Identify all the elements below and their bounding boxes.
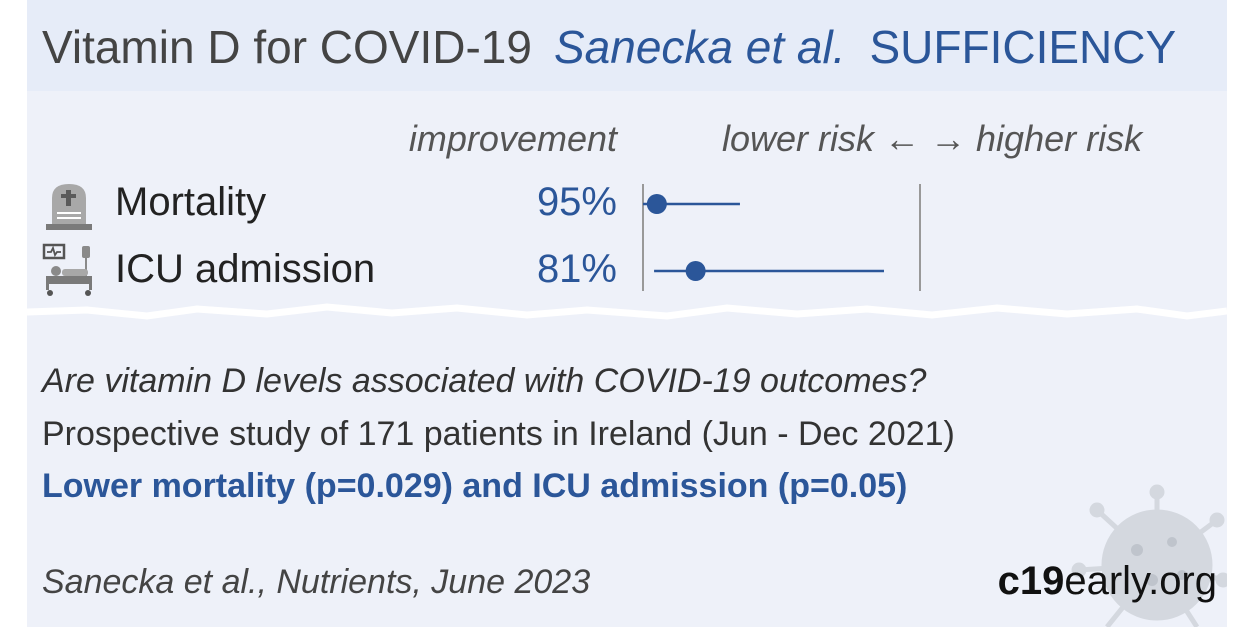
row-label-icu: ICU admission — [115, 247, 376, 291]
site-logo[interactable]: c19early.org — [998, 559, 1217, 604]
row-label-mortality: Mortality — [115, 180, 267, 224]
results-panel — [27, 91, 1227, 321]
details-panel — [27, 300, 1227, 627]
improvement-column-header: improvement — [408, 118, 617, 159]
title-verdict: SUFFICIENCY — [869, 21, 1177, 73]
citation: Sanecka et al., Nutrients, June 2023 — [42, 563, 591, 601]
summary-card: Vitamin D for COVID-19 Sanecka et al. SUFF… — [27, 0, 1227, 627]
page-title: Vitamin D for COVID-19 Sanecka et al. SUFF… — [42, 18, 1176, 76]
title-authors: Sanecka et al. — [553, 21, 846, 73]
header-bar: Vitamin D for COVID-19 Sanecka et al. SUFF… — [27, 0, 1227, 91]
risk-scale-header: lower risk ← → higher risk — [722, 118, 1143, 159]
tombstone-icon — [46, 184, 92, 230]
hospital-bed-icon — [42, 243, 92, 296]
title-text: Vitamin D for COVID-19 — [42, 21, 532, 73]
virus-icon — [1071, 484, 1227, 627]
row-value-mortality: 95% — [536, 180, 617, 224]
row-value-icu: 81% — [536, 247, 617, 291]
study-result: Lower mortality (p=0.029) and ICU admiss… — [42, 467, 908, 505]
study-question: Are vitamin D levels associated with COV… — [42, 362, 927, 400]
study-design: Prospective study of 171 patients in Ire… — [42, 415, 955, 453]
site-logo-rest: early.org — [1064, 559, 1217, 603]
site-logo-bold: c19 — [997, 559, 1065, 603]
